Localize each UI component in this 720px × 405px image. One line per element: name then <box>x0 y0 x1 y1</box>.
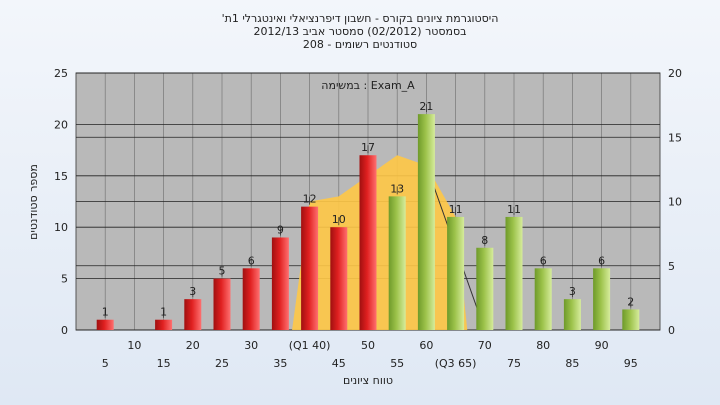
x-tick-label: 20 <box>186 339 200 352</box>
y-axis-left: 0 5 10 15 20 25 <box>54 67 68 337</box>
x-axis: 5 15 25 35 45 55 (Q3 65) 75 85 95 10 20 30 (Q1 40) 50 6… <box>102 339 638 370</box>
x-tick-label: 55 <box>390 357 404 370</box>
bar-value-label: 11 <box>449 203 463 216</box>
y-tick-label-left: 5 <box>61 273 68 286</box>
chart-title-line3: 208 - סטודנטים רשומים <box>303 38 417 51</box>
y-tick-label-right: 20 <box>668 67 682 80</box>
x-tick-label: 90 <box>595 339 609 352</box>
bar <box>330 227 348 330</box>
x-tick-label: 70 <box>478 339 492 352</box>
y-tick-label-left: 25 <box>54 67 68 80</box>
x-tick-label: 80 <box>536 339 550 352</box>
x-tick-label: 25 <box>215 357 229 370</box>
bar <box>96 319 114 330</box>
bar-value-label: 2 <box>627 295 634 308</box>
y-tick-label-right: 10 <box>668 196 682 209</box>
chart-title-line1: 'היסטוגרמת ציונים בקורס - חשבון דיפרנציא… <box>222 12 499 25</box>
bar-value-label: 12 <box>303 193 317 206</box>
bar-value-label: 1 <box>102 306 109 319</box>
x-tick-label: 45 <box>332 357 346 370</box>
bar-value-label: 6 <box>248 254 255 267</box>
x-tick-label: 35 <box>273 357 287 370</box>
bars-layer <box>96 114 640 331</box>
bar <box>271 237 289 330</box>
x-tick-label: (Q1 40) <box>289 339 331 352</box>
y-tick-label-left: 0 <box>61 324 68 337</box>
bar-value-label: 13 <box>390 182 404 195</box>
bar <box>476 247 494 330</box>
bar-value-label: 3 <box>569 285 576 298</box>
bar <box>622 309 640 330</box>
x-tick-label: 85 <box>565 357 579 370</box>
bar <box>242 268 260 330</box>
bar-value-label: 3 <box>189 285 196 298</box>
y-axis-right: 0 5 10 15 20 <box>668 67 682 337</box>
x-tick-label: (Q3 65) <box>435 357 477 370</box>
y-tick-label-left: 20 <box>54 118 68 131</box>
y-tick-label-right: 0 <box>668 324 675 337</box>
bar-value-label: 9 <box>277 223 284 236</box>
bar-value-label: 1 <box>160 306 167 319</box>
bar <box>184 299 202 330</box>
bar <box>563 299 581 330</box>
y-tick-label-right: 5 <box>668 260 675 273</box>
bar-value-label: 11 <box>507 203 521 216</box>
y-tick-label-left: 10 <box>54 221 68 234</box>
y-tick-label-left: 15 <box>54 170 68 183</box>
x-tick-label: 75 <box>507 357 521 370</box>
bar-value-label: 5 <box>219 265 226 278</box>
bar <box>593 268 611 330</box>
x-tick-label: 5 <box>102 357 109 370</box>
bar-value-label: 6 <box>540 254 547 267</box>
bar <box>155 319 173 330</box>
x-tick-label: 60 <box>419 339 433 352</box>
bar <box>417 114 435 331</box>
legend-text: במשימה : Exam_A <box>321 79 415 92</box>
bar-value-label: 6 <box>598 254 605 267</box>
chart-title-line2: בסמסטר (02/2012) סמסטר אביב 2012/13 <box>253 25 466 38</box>
x-tick-label: 10 <box>127 339 141 352</box>
y-axis-title: מספר סטודנטים <box>27 164 40 240</box>
bar <box>388 196 406 330</box>
bar <box>447 216 465 330</box>
bar-value-label: 10 <box>332 213 346 226</box>
x-tick-label: 95 <box>624 357 638 370</box>
bar <box>359 155 377 330</box>
bar-value-label: 8 <box>481 234 488 247</box>
x-tick-label: 30 <box>244 339 258 352</box>
x-axis-title: טווח ציונים <box>343 374 393 387</box>
x-tick-label: 50 <box>361 339 375 352</box>
x-tick-label: 15 <box>157 357 171 370</box>
bar <box>301 206 319 330</box>
bar <box>213 278 231 330</box>
bar-value-label: 17 <box>361 141 375 154</box>
bar <box>505 216 523 330</box>
y-tick-label-right: 15 <box>668 131 682 144</box>
bar-value-label: 21 <box>419 100 433 113</box>
bar <box>534 268 552 330</box>
